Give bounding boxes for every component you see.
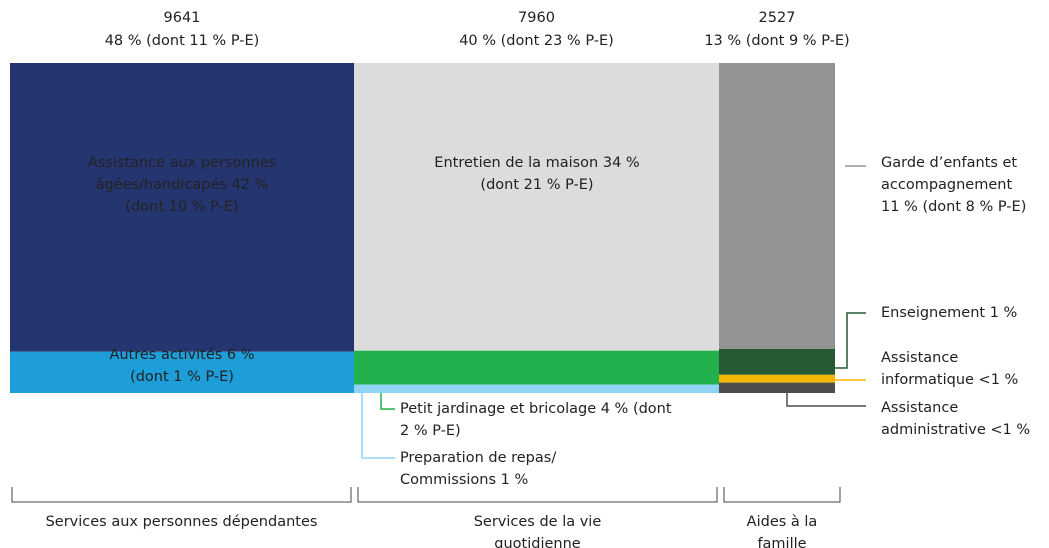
segment-label: Entretien de la maison 34 % — [434, 155, 639, 171]
column-name: quotidienne — [494, 536, 581, 548]
column-share: 40 % (dont 23 % P-E) — [459, 33, 614, 49]
segment — [719, 374, 835, 383]
column-name: Aides à la — [747, 514, 818, 530]
segment-label: informatique <1 % — [881, 372, 1018, 388]
column-name: Services aux personnes dépendantes — [46, 514, 318, 530]
column-share: 13 % (dont 9 % P-E) — [704, 33, 849, 49]
segment-label: (dont 1 % P-E) — [130, 369, 234, 385]
leader-line — [786, 393, 866, 407]
bracket — [357, 487, 718, 503]
segment — [719, 382, 835, 393]
column-share: 48 % (dont 11 % P-E) — [105, 33, 260, 49]
leader-line — [380, 388, 395, 410]
column-name: Services de la vie — [474, 514, 602, 530]
leader-line — [835, 312, 866, 369]
segment — [354, 63, 719, 351]
column-total: 7960 — [518, 10, 555, 26]
segment-label: 11 % (dont 8 % P-E) — [881, 199, 1026, 215]
bracket — [11, 487, 352, 503]
segment — [10, 63, 354, 352]
segment-label: 2 % P-E) — [400, 423, 461, 439]
segment-label: accompagnement — [881, 177, 1012, 193]
segment-label: Enseignement 1 % — [881, 305, 1017, 321]
leader-line — [361, 390, 395, 459]
segment-label: âgées/handicapés 42 % — [96, 177, 269, 193]
bracket — [723, 487, 841, 503]
segment — [354, 350, 719, 385]
segment-label: Commissions 1 % — [400, 472, 528, 488]
segment-label: Petit jardinage et bricolage 4 % (dont — [400, 401, 672, 417]
segment-label: administrative <1 % — [881, 422, 1030, 438]
segment-label: (dont 10 % P-E) — [125, 199, 238, 215]
segment-label: Autres activités 6 % — [109, 347, 254, 363]
column-name: famille — [757, 536, 806, 548]
segment-label: Assistance — [881, 400, 958, 416]
segment — [719, 348, 835, 375]
segment-label: (dont 21 % P-E) — [480, 177, 593, 193]
segment — [10, 351, 354, 393]
column-total: 9641 — [164, 10, 201, 26]
segment-label: Assistance — [881, 350, 958, 366]
segment — [354, 384, 719, 393]
segment-label: Assistance aux personnes — [88, 155, 277, 171]
column-total: 2527 — [759, 10, 796, 26]
segment-label: Garde d’enfants et — [881, 155, 1017, 171]
segment — [719, 63, 835, 349]
segment-label: Preparation de repas/ — [400, 450, 556, 466]
